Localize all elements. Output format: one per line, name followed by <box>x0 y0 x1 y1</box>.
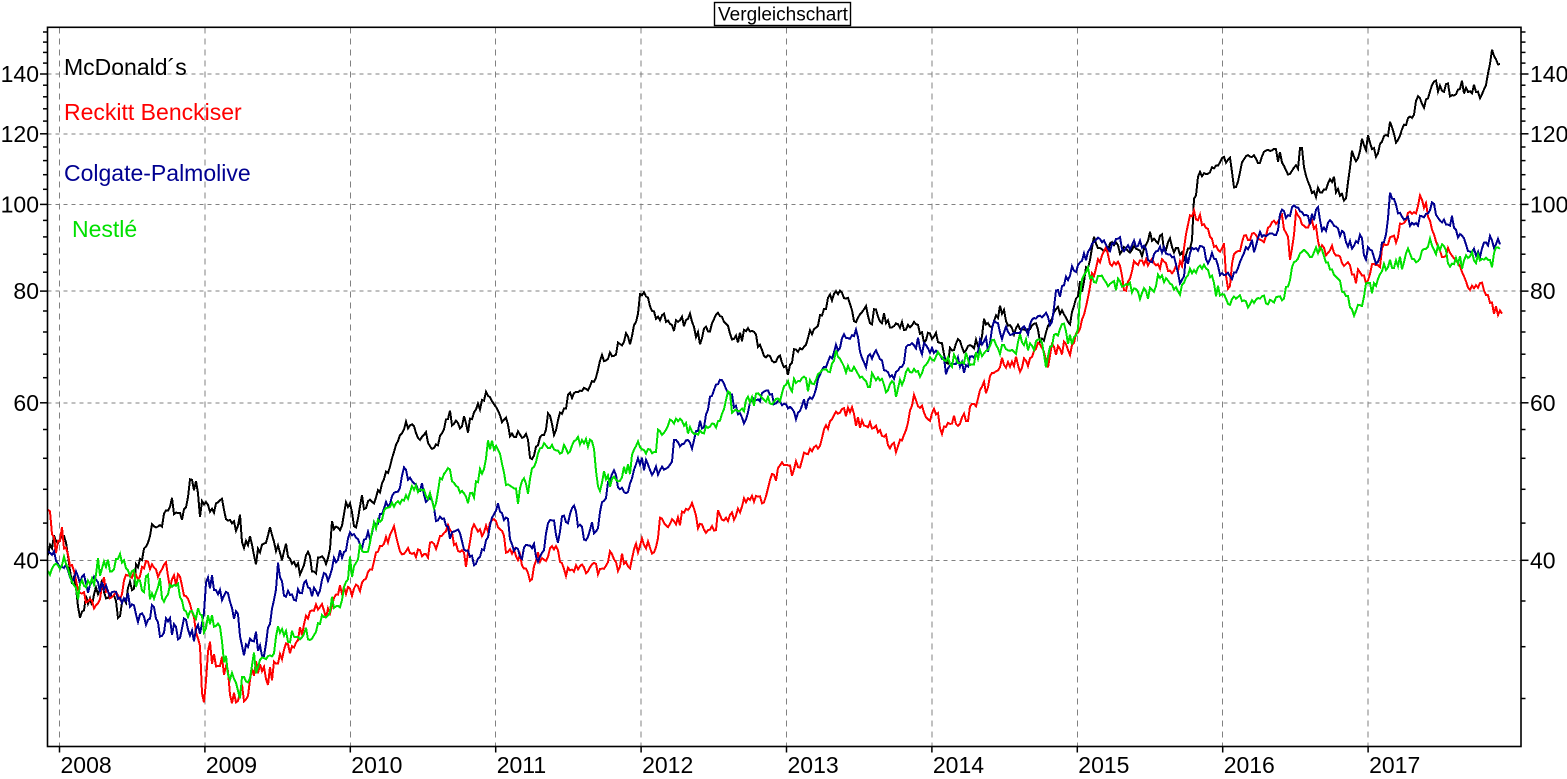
svg-text:Reckitt Benckiser: Reckitt Benckiser <box>64 99 242 125</box>
svg-text:120: 120 <box>1530 121 1567 147</box>
svg-text:60: 60 <box>13 390 39 416</box>
svg-text:2017: 2017 <box>1369 752 1420 778</box>
svg-text:Nestlé: Nestlé <box>72 216 137 242</box>
svg-text:40: 40 <box>13 547 39 573</box>
svg-text:2013: 2013 <box>788 752 839 778</box>
svg-text:Colgate-Palmolive: Colgate-Palmolive <box>64 160 251 186</box>
svg-text:Vergleichschart: Vergleichschart <box>718 5 849 26</box>
svg-text:2014: 2014 <box>933 752 984 778</box>
svg-text:80: 80 <box>13 278 39 304</box>
svg-text:140: 140 <box>1530 61 1567 87</box>
svg-text:2008: 2008 <box>61 752 112 778</box>
svg-text:100: 100 <box>1 191 39 217</box>
svg-text:McDonald´s: McDonald´s <box>64 54 187 80</box>
svg-text:100: 100 <box>1530 191 1567 217</box>
svg-text:2010: 2010 <box>351 752 402 778</box>
svg-text:2011: 2011 <box>497 752 546 778</box>
svg-text:120: 120 <box>1 121 39 147</box>
svg-text:2016: 2016 <box>1224 752 1275 778</box>
svg-text:60: 60 <box>1530 390 1556 416</box>
svg-text:140: 140 <box>1 61 39 87</box>
svg-text:2012: 2012 <box>642 752 693 778</box>
svg-text:40: 40 <box>1530 547 1556 573</box>
svg-text:2015: 2015 <box>1078 752 1129 778</box>
svg-text:2009: 2009 <box>206 752 257 778</box>
svg-text:80: 80 <box>1530 278 1556 304</box>
